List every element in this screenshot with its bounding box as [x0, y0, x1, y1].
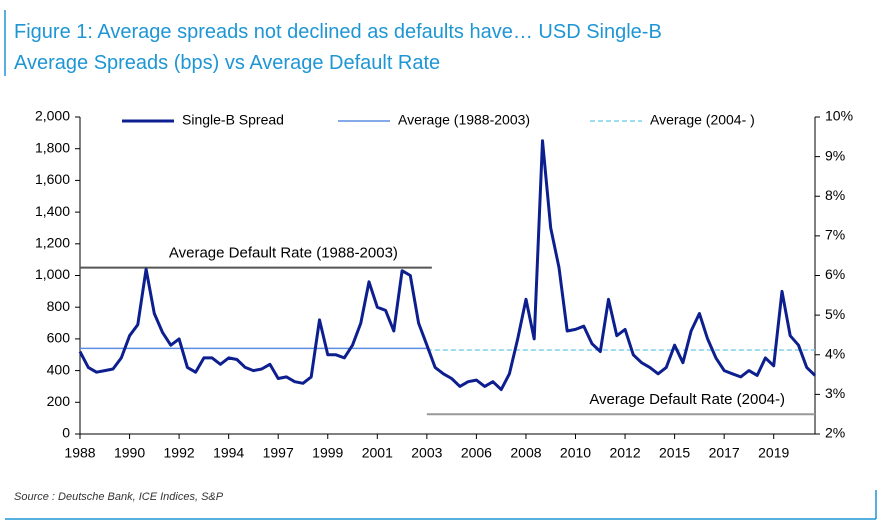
y2-tick-label: 3%: [825, 385, 845, 401]
y2-tick-label: 8%: [825, 187, 845, 203]
default-rate-label: Average Default Rate (1988-2003): [169, 245, 398, 262]
y-tick-label: 1,000: [35, 266, 70, 282]
y2-tick-label: 9%: [825, 147, 845, 163]
x-tick-label: 2012: [609, 445, 640, 461]
x-tick-label: 2017: [709, 445, 740, 461]
x-tick-label: 2006: [461, 445, 492, 461]
y-tick-label: 1,200: [35, 235, 70, 251]
x-tick-label: 2019: [758, 445, 789, 461]
y2-tick-label: 2%: [825, 425, 845, 441]
y2-tick-label: 10%: [825, 108, 853, 124]
x-tick-label: 2001: [362, 445, 393, 461]
legend-label: Average (2004- ): [650, 112, 755, 128]
x-tick-label: 1997: [263, 445, 294, 461]
y-tick-label: 800: [47, 298, 71, 314]
y-tick-label: 0: [62, 425, 70, 441]
y-tick-label: 1,400: [35, 203, 70, 219]
source: Source : Deutsche Bank, ICE Indices, S&P: [14, 491, 224, 503]
x-tick-label: 1992: [164, 445, 195, 461]
y-tick-label: 400: [47, 361, 71, 377]
legend-label: Average (1988-2003): [398, 112, 530, 128]
y-tick-label: 200: [47, 393, 71, 409]
y2-tick-label: 7%: [825, 227, 845, 243]
chart-title: Average Spreads (bps) vs Average Default…: [14, 52, 440, 74]
x-tick-label: 1999: [312, 445, 343, 461]
series-line: [78, 139, 817, 392]
chart-title: Figure 1: Average spreads not declined a…: [14, 21, 662, 43]
y2-tick-label: 6%: [825, 266, 845, 282]
x-tick-label: 2003: [411, 445, 442, 461]
y2-tick-label: 4%: [825, 345, 845, 361]
y-tick-label: 1,600: [35, 171, 70, 187]
x-tick-label: 2008: [510, 445, 541, 461]
x-tick-label: 2015: [659, 445, 690, 461]
y-tick-label: 600: [47, 330, 71, 346]
y-tick-label: 2,000: [35, 108, 70, 124]
y2-tick-label: 5%: [825, 306, 845, 322]
default-rate-label: Average Default Rate (2004-): [589, 391, 785, 408]
y-tick-label: 1,800: [35, 139, 70, 155]
x-tick-label: 1988: [64, 445, 95, 461]
legend-label: Single-B Spread: [182, 112, 284, 128]
x-tick-label: 1990: [114, 445, 145, 461]
x-tick-label: 1994: [213, 445, 244, 461]
x-tick-label: 2010: [560, 445, 591, 461]
